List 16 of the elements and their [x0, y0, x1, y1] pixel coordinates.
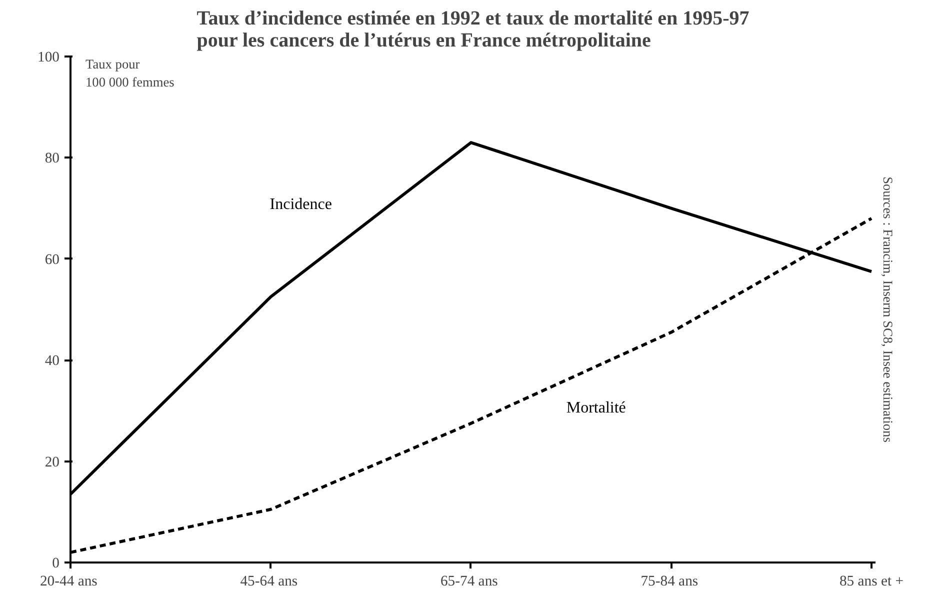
y-tick-label: 40	[44, 353, 60, 370]
y-tick-label: 60	[44, 252, 60, 268]
x-tick-label: 75-84 ans	[640, 574, 698, 590]
series-label: Mortalité	[566, 399, 626, 416]
y-tick-label: 100	[38, 50, 60, 66]
y-axis-title: Taux pour 100 000 femmes	[86, 56, 174, 90]
source-note: Sources : Francim, Inserm SC8, Insee estimations	[880, 176, 896, 442]
y-tick-label: 20	[44, 454, 60, 470]
y-tick-label: 80	[44, 150, 60, 167]
x-tick-label: 85 ans et +	[839, 574, 904, 590]
chart-title: Taux d’incidence estimée en 1992 et taux de mortalité en 1995-97 pour les cancers de l’utérus en France métropolitaine	[196, 8, 750, 52]
y-tick-label: 0	[52, 556, 60, 572]
series-label: Incidence	[270, 196, 332, 214]
x-tick-label: 65-74 ans	[440, 574, 498, 590]
x-tick-label: 20-44 ans	[40, 574, 98, 590]
x-tick-label: 45-64 ans	[240, 574, 298, 590]
